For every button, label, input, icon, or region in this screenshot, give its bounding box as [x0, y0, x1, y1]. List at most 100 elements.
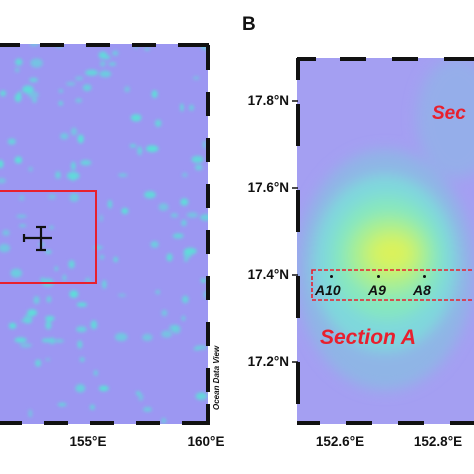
eddy-patch [69, 290, 79, 298]
panel-a-map [0, 44, 208, 424]
eddy-patch [161, 309, 168, 317]
eddy-patch [151, 90, 158, 98]
eddy-patch [60, 133, 69, 140]
eddy-patch [158, 203, 169, 211]
study-area-box [0, 190, 97, 284]
eddy-patch [54, 339, 64, 343]
eddy-patch [172, 233, 184, 239]
eddy-patch [45, 358, 51, 361]
eddy-patch [112, 50, 119, 56]
eddy-patch [0, 90, 7, 97]
eddy-patch [137, 146, 143, 156]
eddy-patch [98, 385, 109, 392]
eddy-patch [180, 103, 184, 112]
lon-label-152-8: 152.8°E [413, 434, 463, 449]
eddy-patch [68, 260, 75, 269]
cross-error-bar-icon [22, 225, 52, 252]
eddy-patch [118, 293, 126, 297]
eddy-patch [108, 62, 117, 66]
eddy-patch [85, 69, 98, 76]
eddy-patch [28, 166, 33, 172]
eddy-patch [181, 315, 186, 321]
panel-a-map-svg [0, 44, 208, 424]
eddy-patch [99, 255, 105, 260]
eddy-patch [189, 104, 194, 111]
eddy-patch [49, 225, 54, 230]
eddy-patch [33, 296, 40, 305]
eddy-patch [14, 337, 27, 343]
eddy-patch [0, 243, 11, 253]
eddy-patch [200, 214, 208, 221]
eddy-patch [98, 51, 108, 59]
eddy-patch [161, 417, 166, 424]
eddy-patch [7, 138, 16, 145]
eddy-patch [144, 191, 156, 199]
eddy-patch [14, 156, 23, 164]
eddy-patches [0, 44, 208, 424]
eddy-patch [75, 76, 84, 81]
eddy-patch [28, 409, 33, 418]
eddy-patch [184, 258, 188, 262]
eddy-patch [124, 86, 130, 93]
eddy-patch [71, 161, 76, 171]
eddy-patch [30, 58, 43, 68]
eddy-patch [155, 290, 160, 295]
eddy-patch [202, 140, 207, 149]
eddy-patch [20, 343, 32, 348]
eddy-patch [0, 159, 4, 169]
lon-label-152-6: 152.6°E [315, 434, 365, 449]
eddy-patch [155, 119, 162, 128]
eddy-patch [22, 85, 34, 94]
eddy-patch [150, 241, 159, 248]
eddy-patch [45, 250, 52, 254]
station-dot-a10 [330, 275, 333, 278]
eddy-patch [54, 266, 58, 271]
eddy-patch [29, 44, 39, 46]
eddy-patch [75, 98, 82, 103]
station-a10: A10 [315, 282, 341, 298]
station-dot-a9 [377, 275, 380, 278]
lat-label-17-2: 17.2°N [247, 354, 289, 369]
eddy-patch [8, 322, 17, 329]
eddy-patch [27, 309, 38, 317]
eddy-patch [79, 357, 85, 362]
eddy-patch [129, 144, 137, 148]
eddy-patch [58, 101, 63, 106]
eddy-patch [46, 296, 52, 303]
eddy-patch [48, 194, 57, 200]
eddy-patch [90, 404, 95, 410]
eddy-patch [186, 212, 199, 218]
eddy-patch [180, 198, 189, 206]
eddy-patch [183, 250, 192, 259]
eddy-patch [166, 253, 173, 262]
eddy-patch [19, 224, 27, 227]
eddy-patch [138, 393, 144, 402]
eddy-patch [142, 333, 153, 341]
eddy-patch [76, 302, 88, 307]
eddy-patch [113, 256, 118, 263]
section-a-label: Section A [320, 326, 417, 349]
section-a-box [311, 269, 474, 301]
eddy-patch [99, 60, 106, 67]
eddy-patch [182, 172, 188, 177]
eddy-patch [143, 407, 152, 412]
section-b-label: Sec [432, 103, 466, 124]
eddy-patch [35, 359, 42, 367]
eddy-patch [192, 76, 200, 80]
eddy-patch [55, 171, 61, 179]
eddy-patch [45, 320, 52, 330]
eddy-patch [32, 98, 37, 103]
eddy-patch [45, 315, 55, 322]
eddy-patch [57, 402, 67, 407]
eddy-patch [170, 213, 179, 218]
eddy-patch [29, 77, 38, 83]
eddy-patch [191, 155, 204, 163]
eddy-patch [161, 330, 173, 338]
eddy-patch [194, 345, 208, 350]
lat-label-17-6: 17.6°N [247, 180, 289, 195]
eddy-patch [99, 70, 112, 78]
